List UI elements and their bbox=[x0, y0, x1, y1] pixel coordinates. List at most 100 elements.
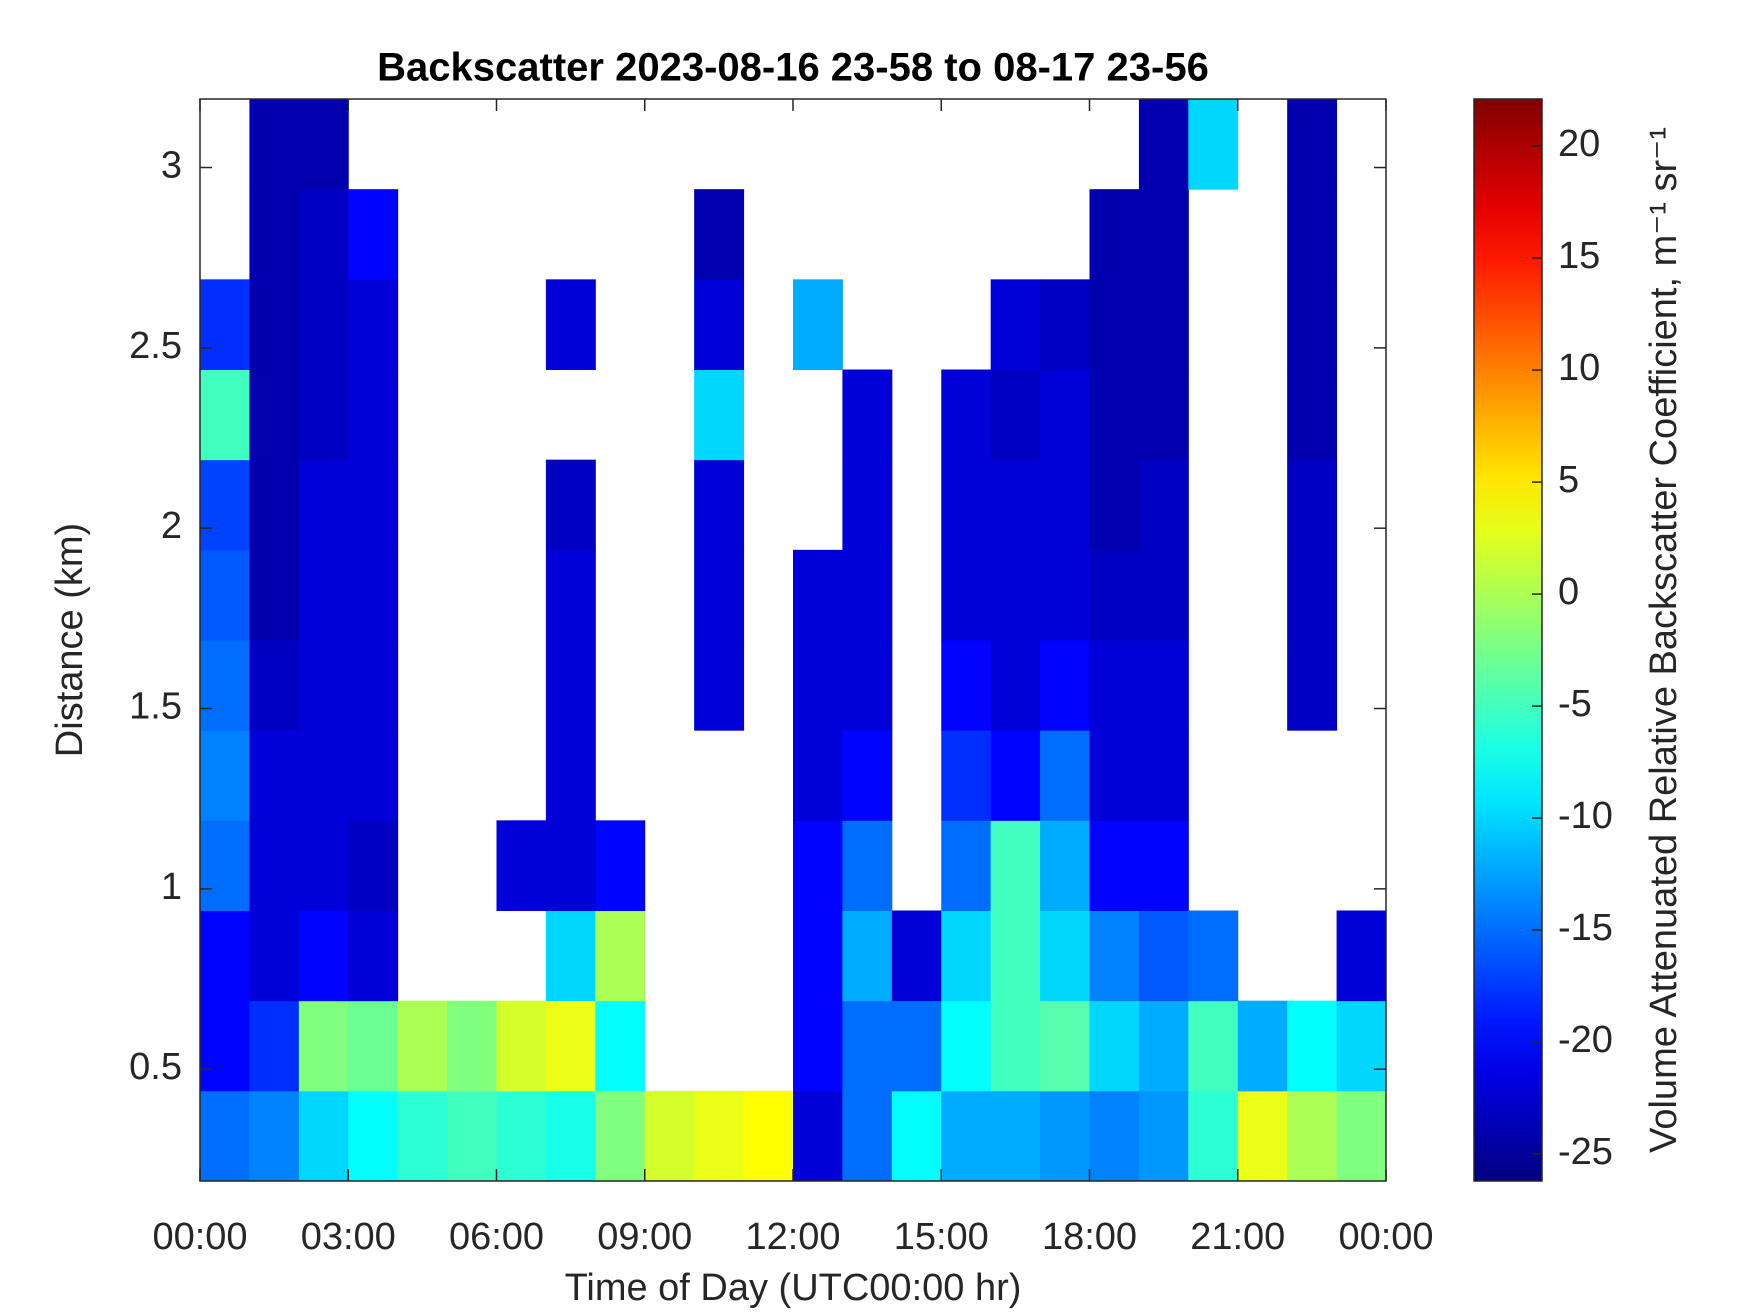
heat-cell bbox=[1089, 279, 1140, 370]
heat-cell bbox=[1188, 1000, 1239, 1092]
heat-cell bbox=[1287, 459, 1338, 551]
heat-cell bbox=[1089, 640, 1140, 731]
heat-cell bbox=[249, 730, 300, 821]
heat-cell bbox=[990, 730, 1041, 821]
heat-cell bbox=[1287, 369, 1338, 461]
heat-cell bbox=[1089, 459, 1140, 551]
heat-cell bbox=[298, 369, 349, 461]
heat-cell bbox=[842, 369, 893, 461]
heat-cell bbox=[348, 640, 399, 731]
x-tick-label: 00:00 bbox=[1338, 1216, 1433, 1258]
x-tick-label: 18:00 bbox=[1042, 1216, 1137, 1258]
heat-cell bbox=[941, 549, 992, 641]
heat-cell bbox=[298, 820, 349, 911]
heat-cell bbox=[447, 1090, 497, 1182]
heat-cell bbox=[298, 1000, 349, 1092]
heat-cell bbox=[1237, 1090, 1288, 1182]
heat-cell bbox=[545, 910, 596, 1002]
heat-cell bbox=[249, 1000, 300, 1092]
heat-cell bbox=[1287, 1090, 1338, 1182]
heat-cell bbox=[249, 910, 300, 1002]
heat-cell bbox=[891, 910, 942, 1002]
heat-cell bbox=[545, 279, 596, 370]
heat-cell bbox=[298, 279, 349, 370]
heat-cell bbox=[891, 1090, 942, 1182]
heat-cell bbox=[842, 549, 893, 641]
heat-cell bbox=[1089, 549, 1140, 641]
heat-cell bbox=[545, 1000, 596, 1092]
heat-cell bbox=[1287, 1000, 1338, 1092]
heat-cell bbox=[1138, 1090, 1189, 1182]
heat-cell bbox=[990, 459, 1041, 551]
heat-cell bbox=[249, 820, 300, 911]
heat-cell bbox=[842, 730, 893, 821]
heat-cell bbox=[990, 549, 1041, 641]
heat-cell bbox=[397, 1000, 448, 1092]
heat-cell bbox=[941, 910, 992, 1002]
heat-cell bbox=[941, 730, 992, 821]
heat-cell bbox=[348, 1090, 399, 1182]
heat-cell bbox=[1287, 549, 1338, 641]
heat-cell bbox=[842, 910, 893, 1002]
heat-cell bbox=[793, 549, 843, 641]
heat-cell bbox=[200, 730, 250, 821]
heat-cell bbox=[1089, 730, 1140, 821]
heat-cell bbox=[1287, 640, 1338, 731]
heat-cell bbox=[397, 1090, 448, 1182]
heat-cell bbox=[1089, 820, 1140, 911]
heat-cell bbox=[249, 549, 300, 641]
heat-cell bbox=[348, 1000, 399, 1092]
heat-cell bbox=[1138, 640, 1189, 731]
heat-cell bbox=[842, 1000, 893, 1092]
heat-cell bbox=[694, 1090, 745, 1182]
heat-cell bbox=[348, 459, 399, 551]
heat-cell bbox=[249, 459, 300, 551]
heat-cell bbox=[496, 820, 547, 911]
heat-cell bbox=[941, 369, 992, 461]
heat-cell bbox=[1089, 369, 1140, 461]
heat-cell bbox=[595, 910, 646, 1002]
heat-cell bbox=[842, 459, 893, 551]
heat-cell bbox=[200, 459, 250, 551]
heat-cell bbox=[545, 730, 596, 821]
heat-cell bbox=[1336, 1000, 1387, 1092]
heat-cell bbox=[694, 549, 745, 641]
heat-cell bbox=[1089, 910, 1140, 1002]
heat-cell bbox=[298, 99, 349, 190]
heat-cell bbox=[200, 1090, 250, 1182]
heat-cell bbox=[1287, 279, 1338, 370]
x-tick-label: 15:00 bbox=[894, 1216, 989, 1258]
heat-cell bbox=[1138, 1000, 1189, 1092]
heat-cell bbox=[793, 910, 843, 1002]
heat-cell bbox=[545, 1090, 596, 1182]
heat-cell bbox=[1188, 910, 1239, 1002]
heat-cell bbox=[1040, 369, 1090, 461]
heat-cell bbox=[545, 459, 596, 551]
heat-cell bbox=[793, 279, 843, 370]
heat-cell bbox=[545, 820, 596, 911]
heat-cell bbox=[348, 279, 399, 370]
heat-cell bbox=[941, 640, 992, 731]
heat-cell bbox=[1040, 459, 1090, 551]
colorbar-tick-label: -20 bbox=[1558, 1019, 1613, 1061]
heat-cell bbox=[842, 640, 893, 731]
heat-cell bbox=[694, 369, 745, 461]
colorbar bbox=[1473, 98, 1543, 1182]
heat-cell bbox=[595, 1000, 646, 1092]
heat-cell bbox=[298, 910, 349, 1002]
heat-cell bbox=[200, 1000, 250, 1092]
heat-cell bbox=[1138, 459, 1189, 551]
colorbar-tick-label: 0 bbox=[1558, 571, 1579, 613]
heat-cell bbox=[694, 189, 745, 280]
heat-cell bbox=[1040, 1000, 1090, 1092]
heat-cell bbox=[1188, 1090, 1239, 1182]
colorbar-tick-label: -10 bbox=[1558, 795, 1613, 837]
heat-cell bbox=[694, 279, 745, 370]
y-tick-label: 1 bbox=[161, 866, 182, 908]
colorbar-tick-label: 15 bbox=[1558, 235, 1600, 277]
heat-cell bbox=[298, 189, 349, 280]
heat-cell bbox=[793, 1090, 843, 1182]
heat-cell bbox=[249, 279, 300, 370]
heat-cell bbox=[447, 1000, 497, 1092]
y-axis-label: Distance (km) bbox=[49, 523, 91, 757]
